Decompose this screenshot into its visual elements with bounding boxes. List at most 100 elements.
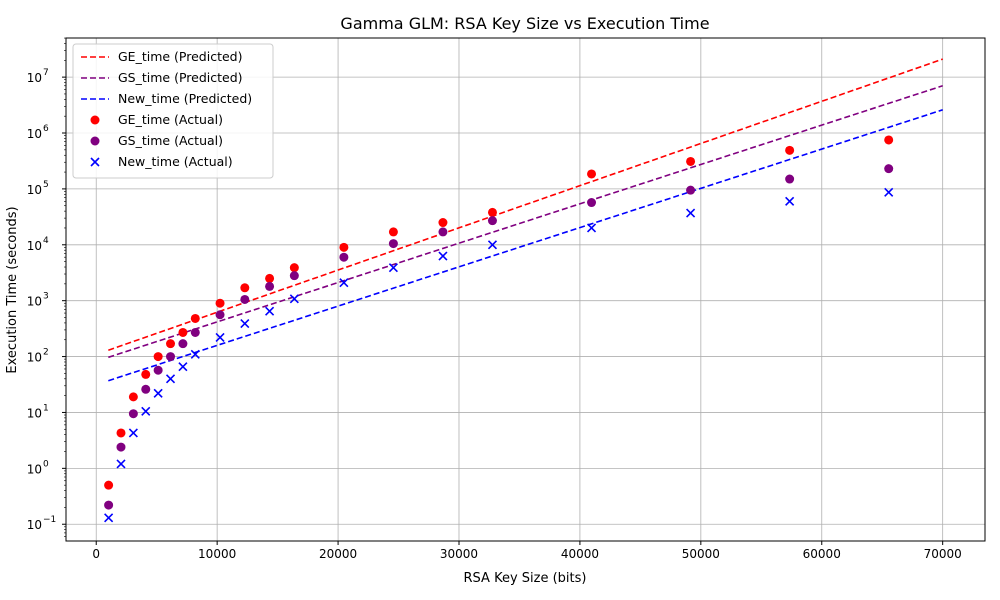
y-tick-exponent: 2 <box>43 348 49 358</box>
y-tick-exponent: 4 <box>43 236 49 246</box>
data-point <box>339 252 349 262</box>
data-point <box>785 145 795 155</box>
x-marker-stroke <box>116 459 126 469</box>
x-marker-stroke <box>289 294 299 304</box>
data-point-x <box>240 318 250 329</box>
data-point <box>339 242 349 252</box>
x-marker-stroke <box>190 349 200 359</box>
data-point <box>104 480 114 490</box>
data-point-x <box>487 240 498 250</box>
y-tick-exponent: −1 <box>43 515 56 525</box>
data-point-x <box>289 294 299 304</box>
data-point-x <box>884 187 894 197</box>
x-marker-stroke <box>388 263 398 273</box>
x-marker-stroke <box>265 306 275 316</box>
data-point-x <box>438 251 448 261</box>
x-marker-stroke <box>785 196 795 206</box>
data-point <box>116 442 126 452</box>
data-point <box>289 271 299 281</box>
legend-label: GS_time (Actual) <box>118 133 223 148</box>
data-point <box>487 216 497 226</box>
data-point <box>265 273 275 283</box>
data-point-x <box>586 223 597 233</box>
legend-label: GE_time (Actual) <box>118 112 223 127</box>
data-point <box>128 409 138 419</box>
data-point <box>153 365 163 375</box>
x-marker-stroke <box>215 332 225 342</box>
y-tick-label: 10 <box>27 127 42 141</box>
predicted-line <box>108 109 943 382</box>
data-point <box>190 313 200 323</box>
data-point-x <box>339 278 349 288</box>
x-marker-stroke <box>884 187 894 197</box>
data-point <box>785 174 795 184</box>
data-point <box>265 281 275 291</box>
data-point-x <box>141 406 151 416</box>
data-point <box>215 298 225 308</box>
data-point <box>587 198 597 208</box>
y-tick-exponent: 7 <box>43 68 49 78</box>
legend-label: New_time (Actual) <box>118 154 233 169</box>
x-marker-stroke <box>339 278 349 288</box>
y-tick-label: 10 <box>27 183 42 197</box>
x-marker-stroke <box>165 374 176 384</box>
y-axis-label: Execution Time (seconds) <box>5 206 20 373</box>
data-point-x <box>686 208 696 218</box>
data-point-x <box>165 374 176 384</box>
x-tick-label: 70000 <box>924 547 962 561</box>
data-point-x <box>104 513 114 523</box>
legend-label: New_time (Predicted) <box>118 91 252 106</box>
data-point <box>240 294 250 304</box>
data-point-x <box>178 362 188 372</box>
data-point <box>438 227 448 237</box>
x-marker-stroke <box>487 240 498 250</box>
legend-marker-swatch <box>90 157 100 167</box>
legend: GE_time (Predicted) GS_time (Predicted) Ne… <box>72 43 274 179</box>
data-point-x <box>128 428 138 438</box>
x-marker-stroke <box>153 388 163 398</box>
x-tick-label: 50000 <box>682 547 720 561</box>
x-marker-stroke <box>178 362 188 372</box>
actual-points <box>104 135 894 523</box>
y-tick-label: 10 <box>27 71 42 85</box>
data-point <box>686 185 696 195</box>
legend-label: GE_time (Predicted) <box>118 49 242 64</box>
data-point <box>215 310 225 320</box>
legend-box <box>72 43 274 179</box>
plot-frame <box>65 37 986 542</box>
x-tick-label: 10000 <box>198 547 236 561</box>
data-point <box>487 207 497 217</box>
data-point <box>178 339 188 349</box>
data-point <box>116 428 126 438</box>
x-marker-stroke <box>240 318 250 329</box>
data-point <box>166 352 176 362</box>
data-point-x <box>153 388 163 398</box>
legend-marker-swatch <box>90 136 100 146</box>
x-tick-label: 30000 <box>440 547 478 561</box>
x-tick-label: 40000 <box>561 547 599 561</box>
data-point <box>686 156 696 166</box>
data-point-x <box>265 306 275 316</box>
x-tick-label: 20000 <box>319 547 357 561</box>
data-point <box>190 327 200 337</box>
data-point-x <box>116 459 126 469</box>
y-tick-label: 10 <box>27 406 42 420</box>
data-point-x <box>785 196 795 206</box>
x-marker-stroke <box>586 223 597 233</box>
y-tick-exponent: 5 <box>43 180 49 190</box>
chart-title: Gamma GLM: RSA Key Size vs Execution Tim… <box>340 14 709 33</box>
data-point <box>166 339 176 349</box>
data-point <box>388 239 398 249</box>
y-tick-label: 10 <box>27 351 42 365</box>
y-tick-exponent: 3 <box>43 292 49 302</box>
x-tick-label: 0 <box>92 547 100 561</box>
y-tick-label: 10 <box>27 518 42 532</box>
legend-marker-swatch <box>90 115 100 125</box>
x-tick-label: 60000 <box>803 547 841 561</box>
x-marker-stroke <box>128 428 138 438</box>
data-point <box>587 169 597 179</box>
x-marker-stroke <box>104 513 114 523</box>
x-marker-stroke <box>438 251 448 261</box>
y-tick-exponent: 6 <box>43 124 49 134</box>
